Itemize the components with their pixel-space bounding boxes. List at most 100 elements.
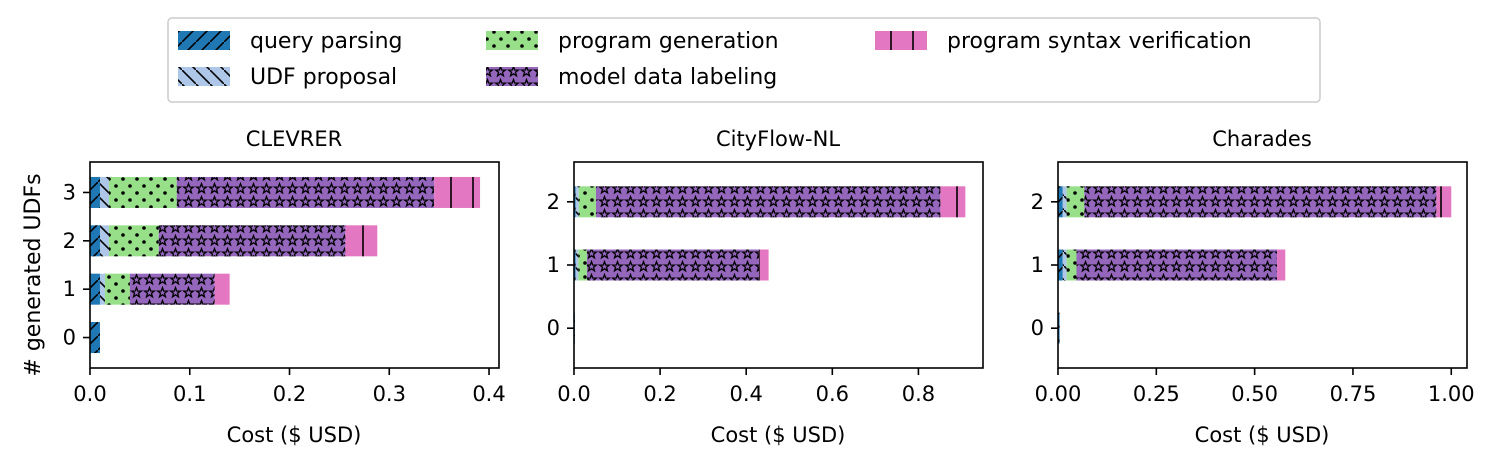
x-axis-label-cityflow-nl: Cost ($ USD) [711,423,846,447]
bar-program-generation-1-hatch [1066,249,1077,281]
legend-label-model-data-labeling: model data labeling [558,65,777,90]
bar-model-data-labeling-1-hatch [1076,249,1278,281]
bars-charades [1058,186,1452,344]
legend-swatch-udf-proposal-hatch [178,67,230,86]
x-tick-label-0: 0.0 [557,382,590,406]
x-tick-label-2: 0.2 [273,382,306,406]
bar-model-data-labeling-2-hatch [158,225,346,257]
y-ticks-cityflow-nl: 0 1 2 [547,190,574,340]
x-tick-label-2: 0.4 [730,382,763,406]
bar-query-parsing-0-hatch [90,322,100,354]
x-axis-label-charades: Cost ($ USD) [1195,423,1330,447]
y-tick-label-2: 2 [547,190,560,214]
bar-program-syntax-verification-1-hatch [1277,249,1286,281]
y-tick-label-3: 3 [63,180,76,204]
bar-program-generation-2-hatch [578,186,596,218]
bar-model-data-labeling-3-hatch [176,176,435,208]
x-tick-label-4: 0.8 [902,382,935,406]
plot-frame-cityflow-nl [573,161,984,369]
y-tick-label-1: 1 [1031,253,1044,277]
legend-item-query-parsing: query parsing [178,29,402,54]
y-tick-label-1: 1 [63,277,76,301]
x-tick-label-1: 0.25 [1133,382,1180,406]
legend-item-program-syntax-verification: program syntax verification [875,29,1252,54]
x-tick-label-2: 0.50 [1231,382,1278,406]
x-tick-label-3: 0.3 [373,382,406,406]
y-tick-label-0: 0 [1031,316,1044,340]
bar-program-syntax-verification-2-hatch [940,186,966,218]
y-ticks-clevrer: 0 1 2 3 [63,180,90,350]
legend: query parsing UDF proposal program gener… [167,17,1321,103]
bar-program-syntax-verification-1-hatch [759,249,769,281]
bar-program-syntax-verification-3-hatch [434,176,481,208]
x-axis-label-clevrer: Cost ($ USD) [227,423,362,447]
bar-program-syntax-verification-2-hatch [1436,186,1452,218]
x-tick-label-1: 0.2 [643,382,676,406]
legend-swatch-program-generation-hatch [486,31,538,50]
bar-query-parsing-2-hatch [1058,186,1063,218]
x-tick-label-0: 0.00 [1035,382,1082,406]
x-ticks-charades: 0.00 0.25 0.50 0.75 1.00 [1035,368,1475,406]
plot-frame-charades [1057,161,1468,369]
bar-query-parsing-2-hatch [574,186,576,218]
bar-udf-proposal-2-hatch [575,186,579,218]
bar-udf-proposal-2-hatch [99,225,109,257]
panel-charades: Charades Cost ($ USD) 0.00 0.25 0.50 0.75 1.… [1031,127,1475,447]
panel-cityflow-nl: CityFlow-NL Cost ($ USD) 0.0 0.2 0.4 0.6 0.8… [547,127,984,447]
bar-program-syntax-verification-1-hatch [214,273,230,305]
y-ticks-charades: 0 1 2 [1031,190,1058,340]
x-tick-label-0: 0.0 [73,382,106,406]
bar-udf-proposal-1-hatch [99,273,105,305]
y-axis-label: # generated UDFs [21,173,46,376]
legend-swatch-model-data-labeling-hatch [486,67,538,86]
bar-program-generation-2-hatch [108,225,159,257]
bar-query-parsing-3-hatch [90,176,100,208]
bar-udf-proposal-1-hatch [1062,249,1067,281]
legend-label-program-syntax-verification: program syntax verification [947,29,1252,54]
legend-frame [167,17,1321,103]
panel-title-charades: Charades [1212,127,1312,151]
bar-program-generation-2-hatch [1066,186,1085,218]
bars-clevrer [90,176,481,354]
panel-title-cityflow-nl: CityFlow-NL [716,127,840,151]
y-tick-label-2: 2 [63,229,76,253]
x-tick-label-3: 0.6 [816,382,849,406]
legend-item-model-data-labeling: model data labeling [486,65,777,90]
plot-frame-clevrer [89,161,500,369]
bar-program-generation-3-hatch [108,176,177,208]
x-tick-label-4: 0.4 [472,382,505,406]
x-ticks-clevrer: 0.0 0.1 0.2 0.3 0.4 [73,368,506,406]
bar-query-parsing-2-hatch [90,225,100,257]
bar-udf-proposal-2-hatch [1062,186,1067,218]
bar-query-parsing-1-hatch [574,249,576,281]
bars-cityflow-nl [574,186,966,344]
y-tick-label-0: 0 [547,316,560,340]
legend-item-program-generation: program generation [486,29,779,54]
bar-model-data-labeling-1-hatch [129,273,215,305]
bar-model-data-labeling-2-hatch [1084,186,1437,218]
y-tick-label-1: 1 [547,253,560,277]
y-tick-label-2: 2 [1031,190,1044,214]
legend-item-udf-proposal: UDF proposal [178,65,397,90]
panel-clevrer: CLEVRER Cost ($ USD) 0.0 0.1 0.2 0.3 0.4 0 1 2… [63,127,506,447]
y-tick-label-0: 0 [63,326,76,350]
legend-label-query-parsing: query parsing [250,29,402,54]
bar-program-syntax-verification-2-hatch [345,225,378,257]
legend-swatch-program-syntax-verification-hatch [875,31,927,50]
panel-title-clevrer: CLEVRER [246,127,342,151]
bar-program-generation-1-hatch [578,249,587,281]
x-tick-label-1: 0.1 [173,382,206,406]
bar-program-generation-1-hatch [104,273,130,305]
x-ticks-cityflow-nl: 0.0 0.2 0.4 0.6 0.8 [557,368,935,406]
legend-label-program-generation: program generation [558,29,779,54]
bar-udf-proposal-1-hatch [575,249,579,281]
x-tick-label-4: 1.00 [1428,382,1475,406]
bar-model-data-labeling-2-hatch [595,186,941,218]
bar-udf-proposal-3-hatch [99,176,109,208]
bar-query-parsing-1-hatch [90,273,100,305]
x-tick-label-3: 0.75 [1330,382,1377,406]
legend-label-udf-proposal: UDF proposal [250,65,397,90]
legend-swatch-query-parsing-hatch [178,31,230,50]
bar-model-data-labeling-1-hatch [586,249,760,281]
